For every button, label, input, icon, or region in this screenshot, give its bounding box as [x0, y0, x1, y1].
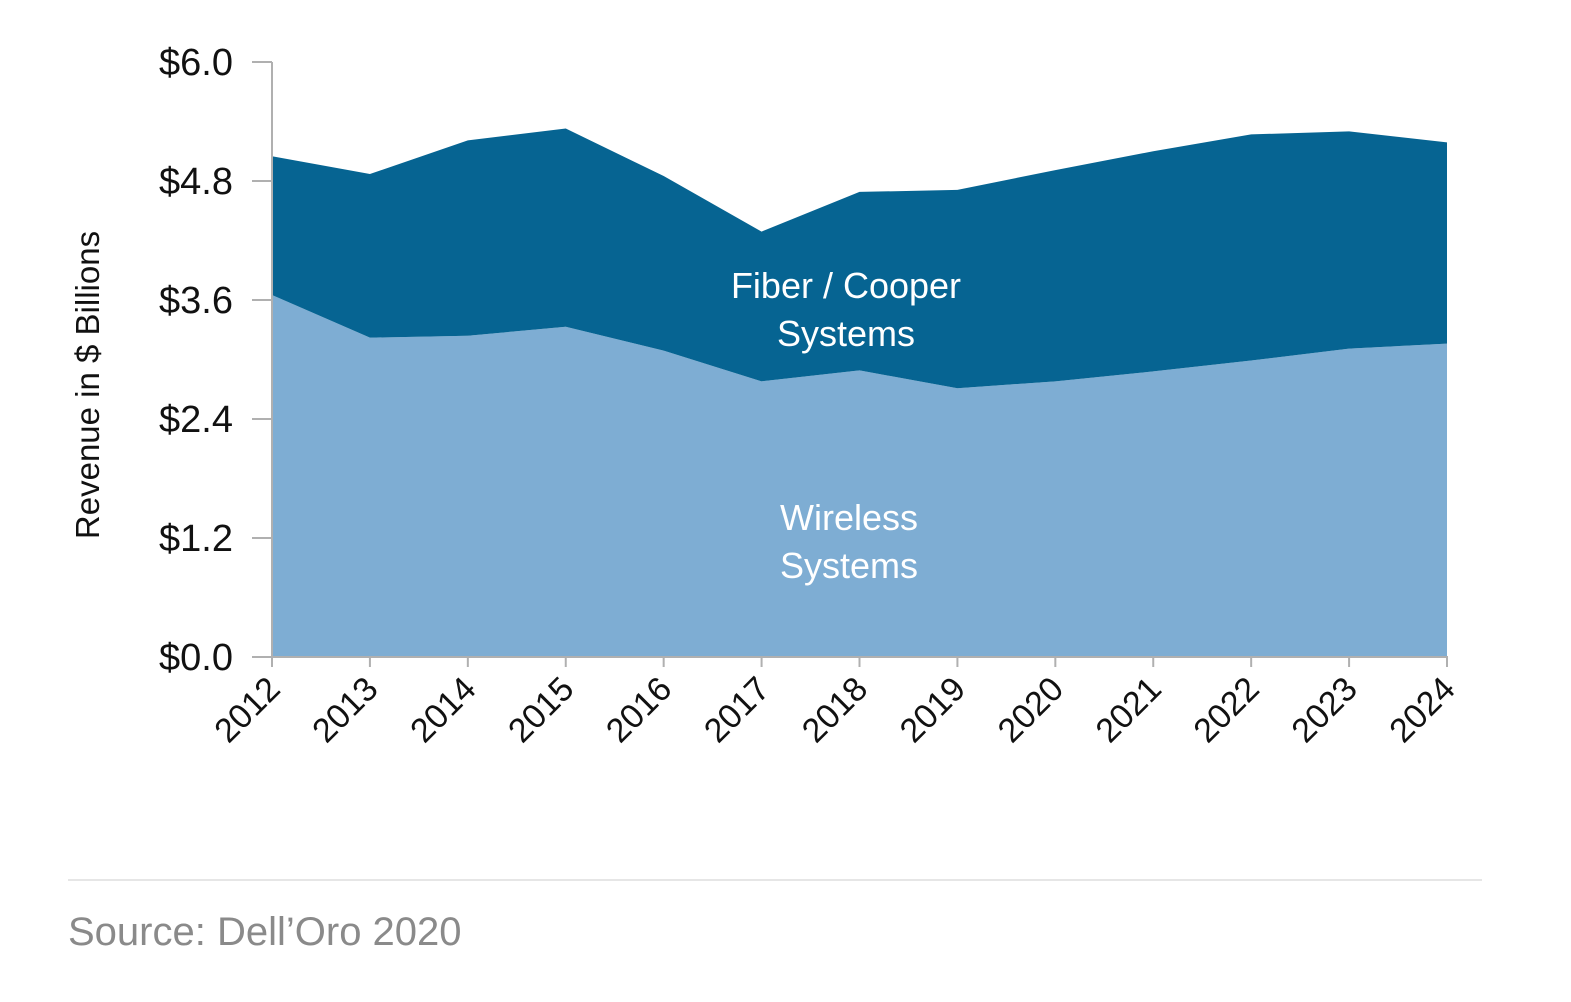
y-tick-label: $3.6 — [159, 280, 233, 322]
y-tick-label: $4.8 — [159, 161, 233, 203]
x-tick-label: 2022 — [1186, 670, 1266, 750]
x-tick-label: 2016 — [599, 670, 679, 750]
chart-areas — [272, 128, 1447, 657]
source-divider — [68, 879, 1482, 881]
x-tick-label: 2012 — [207, 670, 287, 750]
x-tick-label: 2024 — [1382, 670, 1462, 750]
y-axis-ticks: $0.0 $1.2 $2.4 $3.6 $4.8 $6.0 — [159, 42, 272, 679]
y-axis-title: Revenue in $ Billions — [69, 231, 106, 539]
area-series-wireless — [272, 295, 1447, 657]
y-tick-label: $0.0 — [159, 637, 233, 679]
x-tick-label: 2014 — [403, 670, 483, 750]
area-labels: Wireless Systems Fiber / Cooper Systems — [731, 265, 961, 586]
x-tick-label: 2021 — [1089, 670, 1169, 750]
area-label-wireless: Wireless — [780, 497, 918, 538]
area-label-wireless: Systems — [780, 545, 918, 586]
x-tick-label: 2020 — [991, 670, 1071, 750]
y-tick-label: $1.2 — [159, 518, 233, 560]
area-label-fiber-copper: Systems — [777, 313, 915, 354]
x-tick-label: 2023 — [1284, 670, 1364, 750]
area-series-fiber-copper — [272, 128, 1447, 389]
area-label-fiber-copper: Fiber / Cooper — [731, 265, 961, 306]
source-note: Source: Dell’Oro 2020 — [68, 910, 462, 954]
x-axis-ticks: 2012 2013 2014 2015 2016 2017 2018 2019 2020 2021… — [207, 657, 1463, 750]
y-tick-label: $2.4 — [159, 399, 233, 441]
x-tick-label: 2013 — [305, 670, 385, 750]
x-tick-label: 2019 — [893, 670, 973, 750]
x-tick-label: 2017 — [697, 670, 777, 750]
y-tick-label: $6.0 — [159, 42, 233, 84]
x-tick-label: 2018 — [795, 670, 875, 750]
x-tick-label: 2015 — [501, 670, 581, 750]
